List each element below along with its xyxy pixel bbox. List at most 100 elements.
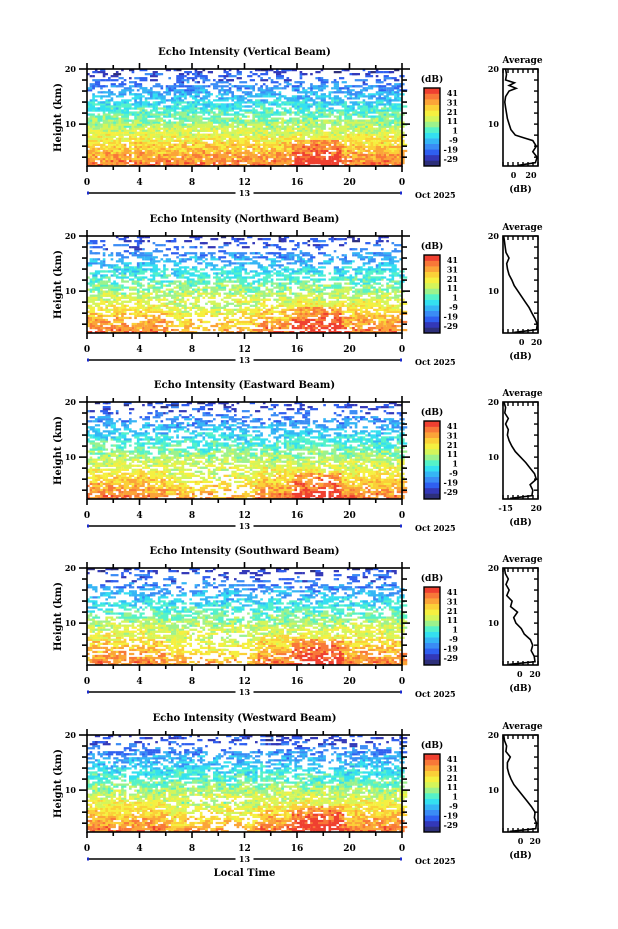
- heatmap-cell: [383, 127, 387, 130]
- heatmap-cell: [223, 304, 229, 307]
- heatmap-cell: [178, 83, 185, 86]
- heatmap-cell: [365, 75, 374, 78]
- heatmap-cell: [176, 137, 182, 140]
- heatmap-cell: [312, 129, 318, 132]
- heatmap-cell: [218, 322, 224, 326]
- heatmap-cell: [189, 274, 198, 277]
- heatmap-cell: [102, 244, 106, 247]
- heatmap-cell: [152, 308, 158, 311]
- heatmap-cell: [94, 270, 103, 273]
- heatmap-cell: [302, 105, 308, 108]
- heatmap-cell: [302, 89, 308, 92]
- heatmap-cell: [373, 109, 376, 112]
- heatmap-cell: [220, 330, 224, 334]
- heatmap-cell: [249, 304, 253, 307]
- heatmap-cell: [207, 121, 213, 124]
- heatmap-cell: [113, 266, 122, 269]
- heatmap-cell: [155, 330, 158, 334]
- heatmap-cell: [155, 95, 158, 98]
- heatmap-cell: [184, 324, 193, 328]
- heatmap-cell: [176, 256, 179, 259]
- heatmap-cell: [155, 83, 161, 86]
- heatmap-cell: [192, 302, 195, 305]
- heatmap-cell: [218, 75, 224, 78]
- heatmap-cell: [239, 137, 245, 140]
- heatmap-cell: [181, 298, 185, 301]
- heatmap-cell: [115, 300, 119, 303]
- heatmap-cell: [375, 123, 379, 126]
- heatmap-cell: [136, 125, 145, 128]
- heatmap-cell: [100, 280, 106, 283]
- heatmap-cell: [315, 153, 319, 157]
- heatmap-cell: [244, 316, 253, 320]
- heatmap-cell: [362, 95, 368, 98]
- heatmap-cell: [205, 292, 214, 295]
- heatmap-cell: [223, 161, 227, 165]
- heatmap-cell: [260, 85, 263, 88]
- heatmap-cell: [108, 139, 111, 142]
- heatmap-cell: [318, 85, 326, 88]
- heatmap-cell: [339, 157, 342, 161]
- heatmap-cell: [333, 141, 339, 144]
- heatmap-cell: [213, 133, 216, 136]
- heatmap-cell: [231, 109, 235, 112]
- heatmap-cell: [286, 314, 290, 318]
- heatmap-cell: [333, 163, 339, 167]
- heatmap-cell: [257, 264, 263, 267]
- heatmap-cell: [257, 324, 261, 328]
- heatmap-cell: [121, 113, 124, 116]
- heatmap-cell: [281, 302, 290, 305]
- heatmap-cell: [199, 107, 203, 110]
- heatmap-cell: [213, 129, 216, 132]
- heatmap-cell: [268, 107, 271, 110]
- heatmap-cell: [331, 111, 334, 114]
- heatmap-cell: [97, 294, 103, 297]
- heatmap-cell: [396, 119, 402, 122]
- heatmap-cell: [231, 153, 235, 157]
- heatmap-cell: [134, 155, 140, 159]
- heatmap-cell: [268, 290, 271, 293]
- heatmap-cell: [123, 79, 127, 82]
- heatmap-cell: [178, 131, 182, 134]
- heatmap-cell: [197, 262, 203, 265]
- heatmap-cell: [310, 127, 313, 130]
- heatmap-cell: [270, 113, 274, 116]
- heatmap-cell: [255, 129, 261, 132]
- heatmap-cell: [134, 240, 143, 243]
- heatmap-cell: [234, 159, 237, 163]
- heatmap-cell: [152, 306, 161, 309]
- heatmap-cell: [344, 137, 350, 140]
- heatmap-cell: [194, 95, 200, 98]
- heatmap-cell: [344, 95, 347, 98]
- heatmap-cell: [247, 272, 250, 275]
- heatmap-cell: [186, 153, 190, 157]
- heatmap-cell: [165, 115, 169, 118]
- heatmap-cell: [281, 254, 284, 257]
- heatmap-cell: [218, 288, 224, 291]
- heatmap-cell: [297, 87, 300, 90]
- heatmap-cell: [318, 115, 324, 118]
- heatmap-cell: [281, 163, 284, 167]
- heatmap-cell: [97, 306, 101, 309]
- heatmap-cell: [108, 286, 116, 289]
- heatmap-cell: [186, 290, 195, 293]
- heatmap-cell: [197, 151, 203, 155]
- heatmap-cell: [115, 119, 119, 122]
- heatmap-cell: [273, 87, 282, 90]
- heatmap-cell: [252, 107, 256, 110]
- heatmap-cell: [323, 159, 332, 163]
- heatmap-cell: [220, 105, 224, 108]
- heatmap-cell: [197, 236, 203, 239]
- heatmap-cell: [247, 133, 250, 136]
- heatmap-cell: [239, 127, 242, 130]
- heatmap-cell: [299, 161, 303, 165]
- heatmap-cell: [315, 143, 319, 146]
- heatmap-cell: [160, 149, 169, 153]
- y-axis-label: Height (km): [53, 83, 64, 152]
- heatmap-cell: [265, 85, 269, 88]
- heatmap-cell: [260, 89, 266, 92]
- heatmap-cell: [265, 121, 271, 124]
- x-tick-label: 0: [399, 178, 405, 188]
- heatmap-cell: [294, 163, 303, 167]
- heatmap-cell: [346, 89, 350, 92]
